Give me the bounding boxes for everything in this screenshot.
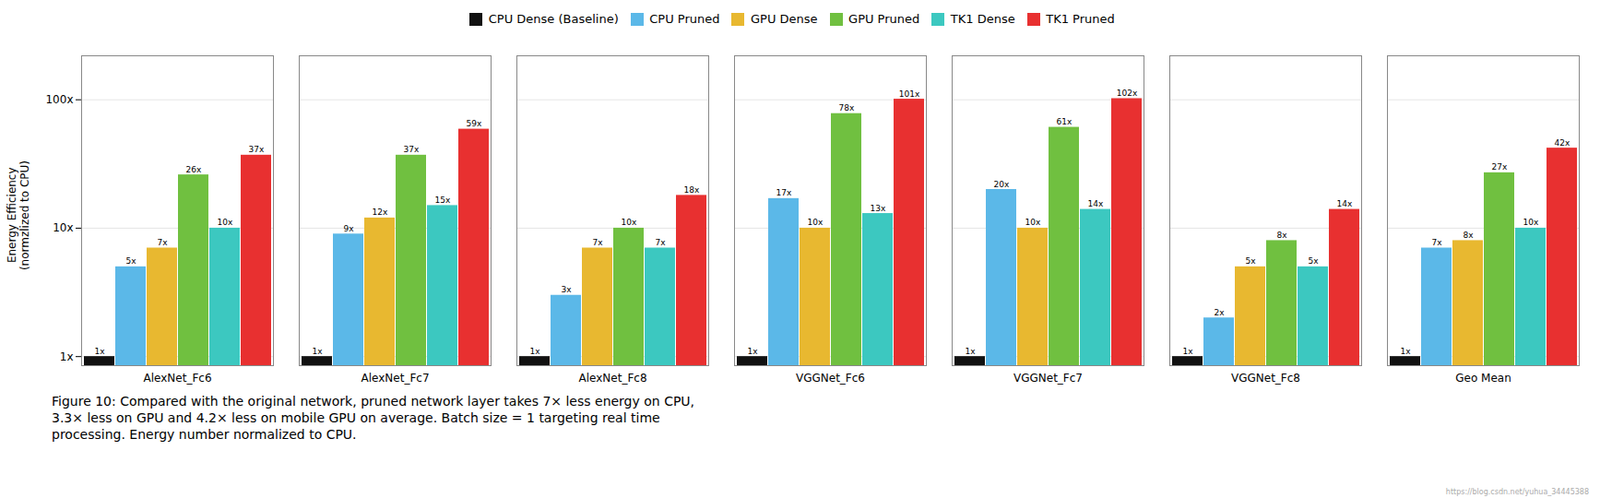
svg-text:27x: 27x bbox=[1492, 162, 1508, 172]
svg-text:9x: 9x bbox=[343, 223, 355, 233]
svg-text:VGGNet_Fc7: VGGNet_Fc7 bbox=[1013, 371, 1083, 385]
svg-text:7x: 7x bbox=[156, 237, 168, 247]
svg-text:20x: 20x bbox=[994, 178, 1010, 189]
svg-text:3x: 3x bbox=[560, 284, 572, 295]
svg-text:61x: 61x bbox=[1056, 117, 1073, 127]
svg-text:10x: 10x bbox=[1523, 217, 1540, 227]
svg-text:8x: 8x bbox=[1276, 229, 1288, 239]
svg-text:15x: 15x bbox=[435, 194, 451, 204]
svg-text:26x: 26x bbox=[186, 164, 202, 174]
svg-text:1x: 1x bbox=[964, 345, 976, 356]
svg-text:10x: 10x bbox=[217, 217, 234, 227]
svg-text:VGGNet_Fc6: VGGNet_Fc6 bbox=[795, 371, 866, 385]
html-text:TK1 Pruned: TK1 Pruned bbox=[1045, 11, 1115, 26]
svg-text:1x: 1x bbox=[94, 345, 106, 356]
svg-text:18x: 18x bbox=[684, 184, 700, 194]
html-text:GPU Dense: GPU Dense bbox=[750, 11, 818, 26]
html-text:3.3× less on GPU and 4.2× less: 3.3× less on GPU and 4.2× less on mobile… bbox=[51, 410, 661, 425]
svg-text:101x: 101x bbox=[899, 88, 921, 98]
svg-text:Geo Mean: Geo Mean bbox=[1455, 371, 1512, 385]
svg-text:7x: 7x bbox=[592, 237, 604, 247]
svg-text:AlexNet_Fc8: AlexNet_Fc8 bbox=[578, 371, 647, 385]
svg-text:78x: 78x bbox=[839, 103, 855, 113]
svg-text:2x: 2x bbox=[1213, 307, 1225, 317]
svg-text:1x: 1x bbox=[1399, 345, 1411, 356]
svg-text:10x: 10x bbox=[621, 217, 638, 227]
html-text:CPU Dense (Baseline): CPU Dense (Baseline) bbox=[488, 11, 619, 26]
svg-text:17x: 17x bbox=[776, 188, 793, 198]
svg-text:10x: 10x bbox=[807, 217, 824, 227]
svg-text:14x: 14x bbox=[1088, 199, 1104, 209]
svg-text:1x: 1x bbox=[529, 345, 541, 356]
svg-text:102x: 102x bbox=[1116, 87, 1138, 97]
svg-text:AlexNet_Fc7: AlexNet_Fc7 bbox=[360, 371, 429, 385]
svg-text:1x: 1x bbox=[311, 345, 323, 356]
svg-text:37x: 37x bbox=[403, 144, 420, 155]
svg-text:8x: 8x bbox=[1462, 229, 1474, 239]
svg-text:13x: 13x bbox=[870, 202, 887, 213]
html-text:CPU Pruned: CPU Pruned bbox=[649, 11, 720, 26]
svg-text:7x: 7x bbox=[1431, 237, 1443, 247]
svg-text:VGGNet_Fc8: VGGNet_Fc8 bbox=[1231, 371, 1301, 385]
html-text:Energy Efficiency (normzlized: Energy Efficiency (normzlized to CPU) bbox=[5, 160, 32, 271]
html-text:TK1 Dense: TK1 Dense bbox=[950, 11, 1016, 26]
svg-text:42x: 42x bbox=[1554, 137, 1571, 147]
html-text:GPU Pruned: GPU Pruned bbox=[848, 11, 920, 26]
svg-text:1x: 1x bbox=[746, 345, 759, 356]
svg-text:AlexNet_Fc6: AlexNet_Fc6 bbox=[142, 371, 212, 385]
svg-text:5x: 5x bbox=[1244, 256, 1257, 266]
html-text:Figure 10: Compared with the o: Figure 10: Compared with the original ne… bbox=[51, 393, 695, 409]
svg-text:1x: 1x bbox=[59, 349, 74, 363]
svg-text:7x: 7x bbox=[654, 237, 666, 247]
svg-text:12x: 12x bbox=[372, 207, 389, 217]
svg-text:5x: 5x bbox=[125, 256, 137, 266]
svg-text:59x: 59x bbox=[466, 118, 483, 129]
svg-text:100x: 100x bbox=[45, 93, 73, 107]
svg-text:1x: 1x bbox=[1182, 345, 1194, 356]
svg-text:10x: 10x bbox=[52, 221, 73, 235]
svg-text:5x: 5x bbox=[1307, 256, 1319, 266]
html-text:https://blog.csdn.net/yuhua_34: https://blog.csdn.net/yuhua_34445388 bbox=[1445, 487, 1589, 497]
html-text:processing. Energy number norm: processing. Energy number normalized to … bbox=[51, 426, 357, 442]
svg-text:14x: 14x bbox=[1337, 199, 1353, 209]
svg-text:10x: 10x bbox=[1025, 217, 1042, 227]
svg-text:37x: 37x bbox=[248, 144, 265, 155]
